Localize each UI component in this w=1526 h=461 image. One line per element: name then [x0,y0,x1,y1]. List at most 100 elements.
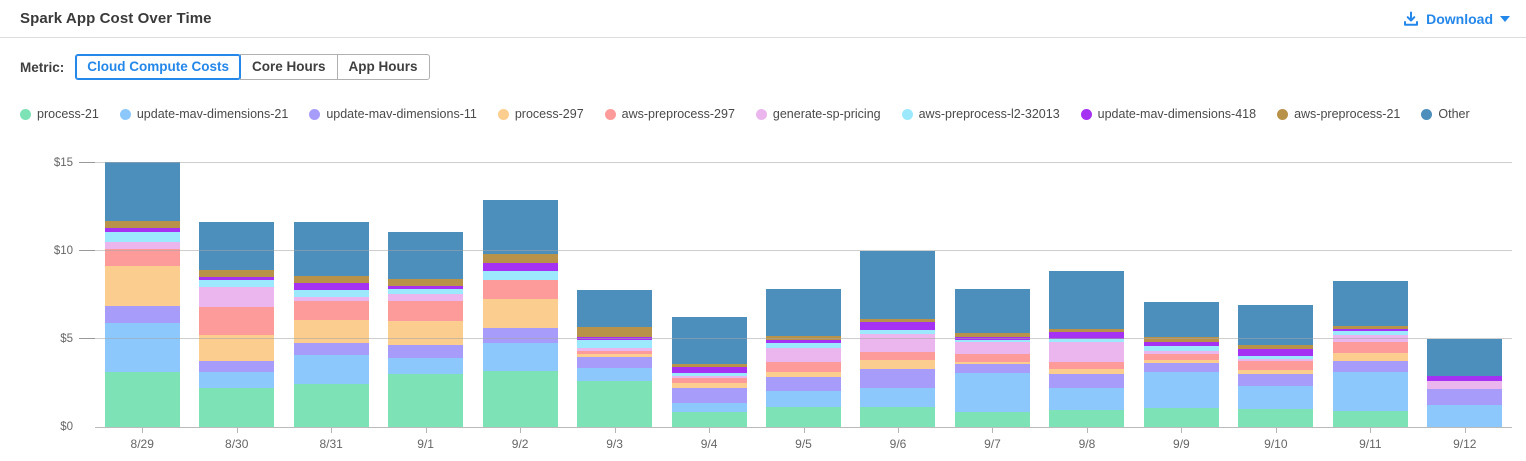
bar-segment-update-mav-dimensions-21[interactable] [1332,371,1408,412]
bar-segment-process-297[interactable] [766,372,842,378]
bar-segment-aws-preprocess-297[interactable] [766,362,842,373]
bar-segment-process-297[interactable] [671,382,747,389]
bar-segment-update-mav-dimensions-11[interactable] [671,388,747,403]
bar-segment-process-21[interactable] [954,411,1030,427]
bar-segment-update-mav-dimensions-418[interactable] [482,263,558,272]
stacked-bar-9-6[interactable] [860,250,936,427]
bar-segment-update-mav-dimensions-11[interactable] [199,360,275,373]
bar-segment-update-mav-dimensions-418[interactable] [1143,341,1219,347]
legend-item-process-21[interactable]: process-21 [20,107,99,121]
bar-segment-aws-preprocess-l2-32013[interactable] [766,343,842,348]
bar-segment-aws-preprocess-21[interactable] [1049,328,1125,333]
bar-segment-update-mav-dimensions-21[interactable] [1049,388,1125,411]
bar-segment-update-mav-dimensions-11[interactable] [293,342,369,356]
bar-segment-update-mav-dimensions-21[interactable] [766,391,842,408]
bar-segment-update-mav-dimensions-21[interactable] [293,355,369,385]
bar-segment-update-mav-dimensions-418[interactable] [199,277,275,280]
bar-segment-process-297[interactable] [577,353,653,357]
bar-segment-aws-preprocess-297[interactable] [671,378,747,383]
bar-segment-aws-preprocess-l2-32013[interactable] [388,288,464,295]
bar-segment-aws-preprocess-l2-32013[interactable] [104,231,180,242]
bar-segment-other[interactable] [104,161,180,222]
bar-segment-update-mav-dimensions-418[interactable] [766,339,842,344]
bar-segment-generate-sp-pricing[interactable] [577,348,653,352]
bar-segment-other[interactable] [1238,305,1314,346]
legend-item-aws-preprocess-l2-32013[interactable]: aws-preprocess-l2-32013 [901,107,1060,121]
bar-segment-aws-preprocess-l2-32013[interactable] [860,330,936,335]
legend-item-aws-preprocess-297[interactable]: aws-preprocess-297 [604,107,735,121]
bar-segment-aws-preprocess-21[interactable] [954,333,1030,337]
stacked-bar-9-11[interactable] [1332,280,1408,427]
metric-tab-app-hours[interactable]: App Hours [336,53,430,81]
bar-segment-other[interactable] [199,221,275,270]
bar-segment-other[interactable] [293,221,369,276]
stacked-bar-9-8[interactable] [1049,270,1125,427]
bar-segment-process-297[interactable] [1238,369,1314,375]
bar-segment-process-21[interactable] [1238,408,1314,427]
bar-segment-aws-preprocess-21[interactable] [1238,345,1314,350]
bar-segment-process-297[interactable] [1332,353,1408,362]
bar-segment-update-mav-dimensions-11[interactable] [388,344,464,359]
bar-segment-process-297[interactable] [860,360,936,370]
stacked-bar-9-10[interactable] [1238,305,1314,427]
stacked-bar-9-1[interactable] [388,232,464,427]
stacked-bar-8-31[interactable] [293,221,369,427]
bar-segment-generate-sp-pricing[interactable] [1049,342,1125,363]
stacked-bar-9-12[interactable] [1427,338,1503,427]
bar-segment-aws-preprocess-l2-32013[interactable] [577,340,653,349]
bar-segment-other[interactable] [577,289,653,327]
bar-segment-process-21[interactable] [104,372,180,427]
bar-segment-update-mav-dimensions-11[interactable] [1238,374,1314,386]
bar-segment-generate-sp-pricing[interactable] [388,294,464,302]
bar-segment-update-mav-dimensions-21[interactable] [199,372,275,388]
bar-segment-update-mav-dimensions-11[interactable] [1049,373,1125,389]
bar-segment-aws-preprocess-l2-32013[interactable] [954,339,1030,343]
stacked-bar-9-2[interactable] [482,200,558,427]
bar-segment-process-21[interactable] [1049,410,1125,427]
bar-segment-aws-preprocess-297[interactable] [293,301,369,320]
bar-segment-aws-preprocess-l2-32013[interactable] [293,289,369,297]
bar-segment-process-297[interactable] [954,361,1030,365]
bar-segment-update-mav-dimensions-11[interactable] [954,364,1030,374]
bar-segment-aws-preprocess-21[interactable] [199,269,275,278]
bar-segment-process-21[interactable] [577,381,653,427]
bar-segment-other[interactable] [482,200,558,255]
bar-segment-aws-preprocess-21[interactable] [104,221,180,228]
metric-tab-cloud-compute-costs[interactable]: Cloud Compute Costs [75,53,242,81]
stacked-bar-9-9[interactable] [1143,301,1219,427]
bar-segment-aws-preprocess-l2-32013[interactable] [1332,331,1408,335]
bar-segment-generate-sp-pricing[interactable] [1238,359,1314,362]
bar-segment-update-mav-dimensions-11[interactable] [1332,361,1408,372]
bar-segment-other[interactable] [1332,280,1408,326]
bar-segment-other[interactable] [766,288,842,336]
bar-segment-aws-preprocess-297[interactable] [1143,354,1219,360]
stacked-bar-8-29[interactable] [104,161,180,427]
bar-segment-update-mav-dimensions-21[interactable] [1143,371,1219,408]
bar-segment-aws-preprocess-297[interactable] [577,351,653,354]
bar-segment-generate-sp-pricing[interactable] [293,296,369,302]
bar-segment-aws-preprocess-21[interactable] [293,275,369,283]
bar-segment-aws-preprocess-l2-32013[interactable] [482,271,558,280]
bar-segment-aws-preprocess-21[interactable] [1143,337,1219,342]
stacked-bar-8-30[interactable] [199,221,275,427]
bar-segment-generate-sp-pricing[interactable] [766,347,842,363]
bar-segment-aws-preprocess-297[interactable] [482,279,558,299]
bar-segment-process-297[interactable] [293,319,369,343]
bar-segment-process-21[interactable] [1332,411,1408,427]
legend-item-other[interactable]: Other [1421,107,1470,121]
bar-segment-aws-preprocess-297[interactable] [199,307,275,335]
bar-segment-process-297[interactable] [104,266,180,306]
bar-segment-generate-sp-pricing[interactable] [104,241,180,250]
bar-segment-other[interactable] [671,316,747,365]
bar-segment-other[interactable] [388,232,464,280]
bar-segment-aws-preprocess-21[interactable] [766,335,842,340]
bar-segment-generate-sp-pricing[interactable] [1427,381,1503,390]
bar-segment-aws-preprocess-297[interactable] [104,249,180,267]
bar-segment-update-mav-dimensions-11[interactable] [104,305,180,324]
bar-segment-aws-preprocess-l2-32013[interactable] [1238,355,1314,360]
bar-segment-aws-preprocess-21[interactable] [482,254,558,264]
bar-segment-generate-sp-pricing[interactable] [671,375,747,379]
bar-segment-update-mav-dimensions-11[interactable] [482,328,558,343]
bar-segment-update-mav-dimensions-21[interactable] [954,373,1030,412]
bar-segment-aws-preprocess-l2-32013[interactable] [1143,346,1219,351]
